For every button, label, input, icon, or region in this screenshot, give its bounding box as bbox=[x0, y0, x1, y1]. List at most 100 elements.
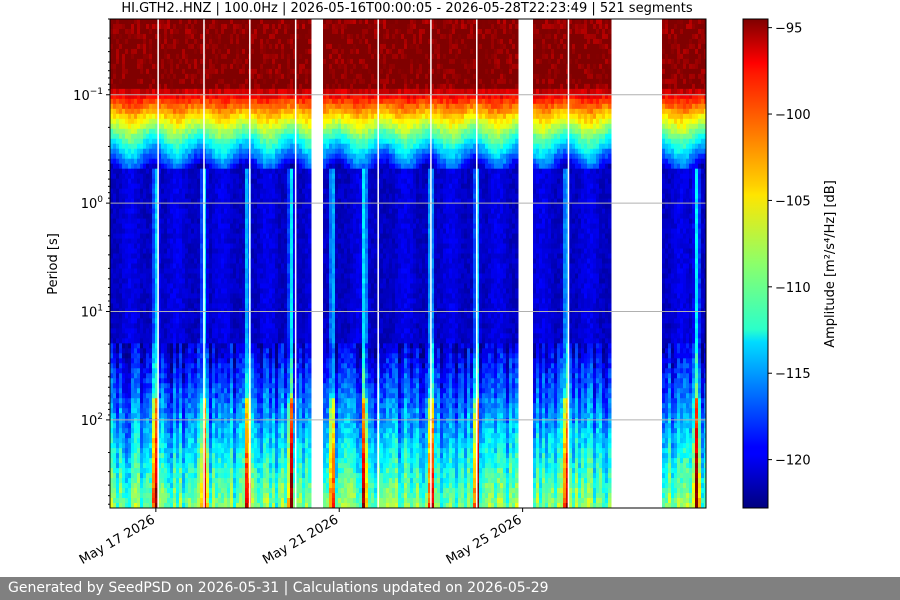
spectrogram-cell bbox=[212, 168, 216, 175]
spectrogram-cell bbox=[218, 48, 222, 55]
spectrogram-cell bbox=[197, 248, 201, 255]
spectrogram-cell bbox=[167, 183, 171, 190]
spectrogram-cell bbox=[164, 238, 168, 245]
spectrogram-cell bbox=[164, 19, 168, 25]
spectrogram-cell bbox=[155, 253, 159, 260]
spectrogram-cell bbox=[164, 143, 168, 150]
spectrogram-cell bbox=[230, 453, 234, 459]
spectrogram-cell bbox=[113, 188, 117, 195]
spectrogram-cell bbox=[170, 133, 174, 140]
spectrogram-cell bbox=[125, 458, 129, 464]
spectrogram-cell bbox=[206, 203, 210, 210]
spectrogram-cell bbox=[173, 63, 177, 70]
spectrogram-cell bbox=[215, 173, 219, 180]
spectrogram-cell bbox=[203, 328, 207, 334]
spectrogram-cell bbox=[227, 413, 231, 419]
spectrogram-cell bbox=[110, 28, 114, 35]
spectrogram-cell bbox=[146, 98, 150, 105]
spectrogram-cell bbox=[224, 363, 228, 369]
spectrogram-cell bbox=[242, 443, 246, 449]
spectrogram-cell bbox=[191, 153, 195, 160]
spectrogram-cell bbox=[191, 453, 195, 459]
spectrogram-cell bbox=[137, 293, 141, 300]
spectrogram-cell bbox=[233, 173, 237, 180]
spectrogram-cell bbox=[182, 28, 186, 35]
spectrogram-cell bbox=[125, 113, 129, 120]
spectrogram-cell bbox=[203, 448, 207, 454]
spectrogram-cell bbox=[182, 463, 186, 469]
spectrogram-cell bbox=[179, 78, 183, 85]
spectrogram-cell bbox=[146, 113, 150, 120]
spectrogram-cell bbox=[185, 338, 189, 344]
spectrogram-cell bbox=[230, 413, 234, 419]
spectrogram-cell bbox=[179, 173, 183, 180]
spectrogram-cell bbox=[257, 458, 261, 464]
spectrogram-cell bbox=[233, 333, 237, 339]
spectrogram-cell bbox=[170, 53, 174, 60]
spectrogram-cell bbox=[182, 428, 186, 434]
spectrogram-cell bbox=[257, 138, 261, 145]
spectrogram-cell bbox=[188, 113, 192, 120]
spectrogram-cell bbox=[128, 403, 132, 409]
spectrogram-cell bbox=[215, 123, 219, 130]
spectrogram-cell bbox=[131, 98, 135, 105]
spectrogram-cell bbox=[167, 328, 171, 334]
spectrogram-cell bbox=[260, 183, 264, 190]
spectrogram-cell bbox=[137, 133, 141, 140]
spectrogram-cell bbox=[194, 168, 198, 175]
spectrogram-cell bbox=[146, 33, 150, 40]
spectrogram-cell bbox=[236, 253, 240, 260]
spectrogram-cell bbox=[155, 118, 159, 125]
spectrogram-cell bbox=[113, 358, 117, 364]
spectrogram-cell bbox=[257, 113, 261, 120]
spectrogram-cell bbox=[242, 343, 246, 349]
spectrogram-cell bbox=[254, 173, 258, 180]
spectrogram-cell bbox=[230, 283, 234, 290]
spectrogram-cell bbox=[164, 138, 168, 145]
spectrogram-cell bbox=[143, 373, 147, 379]
spectrogram-cell bbox=[230, 373, 234, 379]
spectrogram-cell bbox=[191, 248, 195, 255]
spectrogram-cell bbox=[134, 173, 138, 180]
spectrogram-cell bbox=[188, 78, 192, 85]
spectrogram-cell bbox=[164, 443, 168, 449]
spectrogram-cell bbox=[152, 353, 156, 359]
spectrogram-cell bbox=[200, 173, 204, 180]
spectrogram-cell bbox=[206, 458, 210, 464]
spectrogram-cell bbox=[137, 233, 141, 240]
spectrogram-cell bbox=[194, 343, 198, 349]
spectrogram-cell bbox=[152, 148, 156, 155]
spectrogram-cell bbox=[140, 53, 144, 60]
spectrogram-cell bbox=[197, 318, 201, 324]
spectrogram-cell bbox=[134, 133, 138, 140]
spectrogram-cell bbox=[227, 303, 231, 310]
spectrogram-cell bbox=[239, 143, 243, 150]
spectrogram-cell bbox=[203, 318, 207, 324]
spectrogram-cell bbox=[218, 438, 222, 444]
spectrogram-cell bbox=[134, 288, 138, 295]
spectrogram-cell bbox=[161, 283, 165, 290]
spectrogram-cell bbox=[203, 38, 207, 45]
spectrogram-cell bbox=[188, 408, 192, 414]
spectrogram-cell bbox=[200, 278, 204, 285]
spectrogram-cell bbox=[185, 458, 189, 464]
spectrogram-cell bbox=[146, 358, 150, 364]
spectrogram-cell bbox=[110, 498, 114, 504]
spectrogram-cell bbox=[260, 158, 264, 165]
spectrogram-cell bbox=[155, 33, 159, 40]
spectrogram-cell bbox=[215, 353, 219, 359]
spectrogram-cell bbox=[131, 288, 135, 295]
spectrogram-cell bbox=[242, 473, 246, 479]
spectrogram-cell bbox=[185, 493, 189, 499]
spectrogram-cell bbox=[236, 268, 240, 275]
spectrogram-cell bbox=[239, 248, 243, 255]
spectrogram-cell bbox=[119, 73, 123, 80]
spectrogram-cell bbox=[203, 483, 207, 489]
spectrogram-cell bbox=[257, 273, 261, 280]
spectrogram-cell bbox=[203, 303, 207, 310]
spectrogram-cell bbox=[137, 298, 141, 305]
spectrogram-cell bbox=[176, 143, 180, 150]
spectrogram-cell bbox=[209, 188, 213, 195]
spectrogram-cell bbox=[215, 503, 219, 508]
spectrogram-cell bbox=[236, 28, 240, 35]
